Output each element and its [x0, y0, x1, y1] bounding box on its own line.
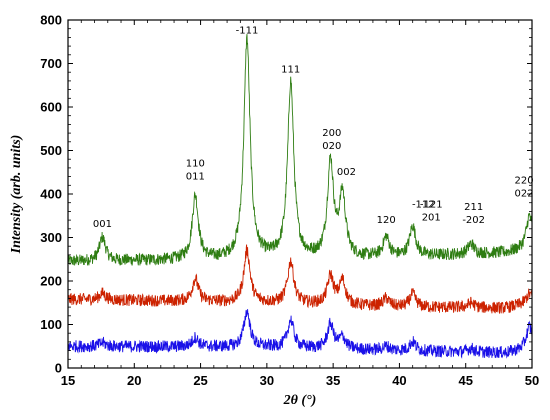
- peak-label: 022: [514, 189, 533, 200]
- x-tick-label: 50: [525, 373, 539, 388]
- x-tick-label: 35: [326, 373, 340, 388]
- y-axis-title: Intensity (arb. units): [9, 135, 24, 255]
- peak-label: 211: [464, 202, 483, 213]
- y-tick-label: 100: [40, 317, 62, 332]
- y-tick-label: 500: [40, 143, 62, 158]
- x-tick-label: 20: [127, 373, 141, 388]
- ticks-layer: 15 20 25 30 35 40 45 50010020030040050060070080…: [40, 13, 539, 389]
- x-tick-label: 15: [61, 373, 75, 388]
- y-tick-label: 400: [40, 187, 62, 202]
- peak-label: 111: [281, 65, 300, 76]
- peak-label: 110: [186, 158, 205, 169]
- peak-label: -111: [236, 26, 259, 37]
- series-2-line: [67, 244, 533, 314]
- x-tick-label: 40: [392, 373, 406, 388]
- peak-label: 020: [322, 141, 341, 152]
- y-tick-label: 0: [55, 361, 62, 376]
- y-tick-label: 800: [40, 13, 62, 28]
- series-1-line: [67, 34, 533, 266]
- y-tick-label: 200: [40, 274, 62, 289]
- peak-label: 002: [337, 167, 356, 178]
- peak-label: -202: [462, 215, 485, 226]
- peak-label: -121: [420, 200, 443, 211]
- peak-label: 201: [422, 213, 441, 224]
- peak-label: 220: [514, 176, 533, 187]
- series-3-line: [67, 309, 533, 359]
- y-tick-label: 700: [40, 56, 62, 71]
- y-tick-label: 300: [40, 230, 62, 245]
- peak-label: -112: [412, 200, 435, 211]
- series-layer: [67, 34, 533, 359]
- x-tick-label: 45: [458, 373, 472, 388]
- peak-label: 200: [322, 128, 341, 139]
- x-tick-label: 30: [260, 373, 274, 388]
- x-tick-label: 25: [193, 373, 207, 388]
- peak-labels-layer: 001 110 011 -111 111 200 020 002 120 -112-121 201 2…: [93, 26, 534, 231]
- y-tick-label: 600: [40, 100, 62, 115]
- peak-label: 011: [186, 171, 205, 182]
- x-axis-title: 2θ (°): [283, 393, 317, 408]
- peak-label: 001: [93, 219, 112, 230]
- peak-label: 120: [377, 215, 396, 226]
